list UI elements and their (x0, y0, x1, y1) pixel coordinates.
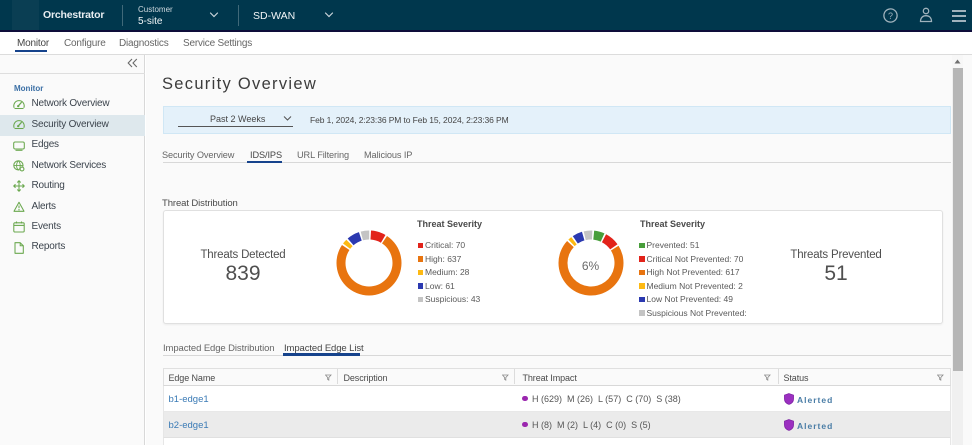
svg-text:?: ? (888, 11, 893, 21)
